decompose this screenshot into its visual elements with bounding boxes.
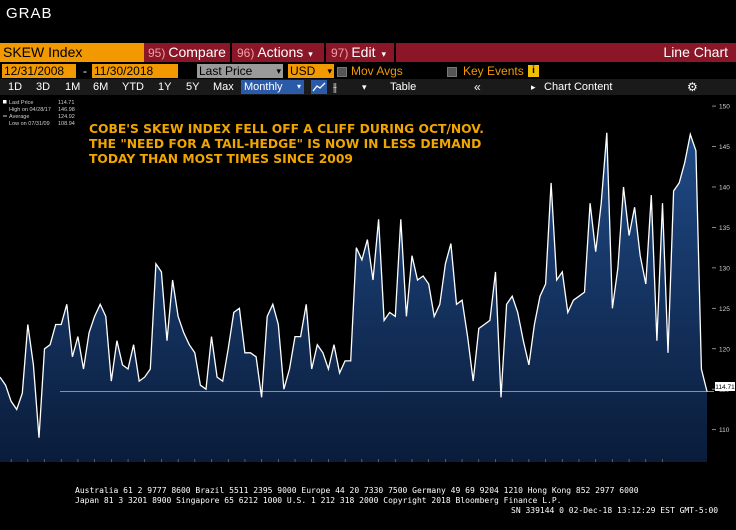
range-1m[interactable]: 1M [65,81,81,93]
legend-average-value: 124.92 [58,114,75,120]
footer-contacts-1: Australia 61 2 9777 8600 Brazil 5511 239… [75,486,639,495]
chart-legend: Last Price 114.71 High on 04/28/17 146.9… [3,100,75,127]
footer-contacts-2: Japan 81 3 3201 8900 Singapore 65 6212 1… [75,496,562,505]
currency-dropdown-icon: ▾ [327,66,332,76]
range-1y[interactable]: 1Y [158,81,172,93]
range-bar [0,79,736,95]
price-field-label: Last Price [199,64,253,78]
y-tick-label: 150 [719,104,730,111]
legend-low-value: 108.94 [58,121,75,127]
legend-low: Low on 07/31/09 [9,121,50,127]
chart-area: 110115120125130135140145150 114.71 Last … [0,96,736,478]
date-range-dash: - [83,64,87,78]
key-events-label: Key Events [463,64,524,78]
compare-button[interactable]: 95) Compare [148,43,226,62]
price-area [0,132,707,463]
currency-select[interactable]: USD ▾ [288,64,334,78]
collapse-icon[interactable]: « [474,80,481,94]
range-1d[interactable]: 1D [8,81,23,93]
compare-label: Compare [168,44,226,60]
legend-last-price-value: 114.71 [58,100,74,106]
chart-content-arrow-icon: ▸ [531,82,536,92]
ticker-field[interactable]: SKEW Index [0,43,144,62]
y-tick-label: 120 [719,346,730,353]
price-dropdown-icon: ▾ [276,66,281,76]
periodicity-select[interactable]: Monthly ▾ [241,80,304,94]
edit-label: Edit [351,44,376,60]
edit-button[interactable]: 97) Edit ▾ [331,43,386,62]
last-price-marker-label: 114.71 [715,384,735,391]
settings-bar [0,63,736,79]
edit-num: 97) [331,46,349,60]
start-date-field[interactable]: 12/31/2008 [2,64,76,78]
range-max[interactable]: Max [213,81,234,93]
range-ytd[interactable]: YTD [122,81,144,93]
grab-label: GRAB [6,5,53,22]
chart-type-label[interactable]: Line Chart [663,44,728,60]
skew-series-line [0,131,708,438]
menu-divider [394,43,396,62]
annotation-line-3: TODAY THAN MOST TIMES SINCE 2009 [89,152,353,166]
price-field-select[interactable]: Last Price ▾ [197,64,283,78]
y-tick-label: 140 [719,184,730,191]
menu-bar [0,43,736,62]
legend-high: High on 04/28/17 [9,107,51,113]
mov-avgs-checkbox[interactable] [337,67,347,77]
gear-icon[interactable]: ⚙ [687,80,698,94]
legend-average: Average [9,114,29,120]
legend-last-price: Last Price [9,100,33,106]
y-tick-label: 135 [719,225,730,232]
y-tick-label: 145 [719,144,730,151]
actions-label: Actions [257,44,304,60]
chart-content-button[interactable]: Chart Content [544,81,613,93]
y-tick-label: 125 [719,306,730,313]
range-3d[interactable]: 3D [36,81,51,93]
info-icon[interactable]: i [528,65,539,77]
actions-dropdown-icon: ▾ [308,49,313,59]
periodicity-dropdown-icon: ▾ [296,82,301,91]
price-chart: 110115120125130135140145150 114.71 Last … [0,100,735,478]
actions-num: 96) [237,46,255,60]
y-tick-label: 110 [719,427,730,434]
compare-num: 95) [148,46,166,60]
end-date-field[interactable]: 11/30/2018 [92,64,178,78]
currency-label: USD [290,64,316,78]
annotation-line-1: COBE'S SKEW INDEX FELL OFF A CLIFF DURIN… [89,122,484,136]
legend-high-value: 146.98 [58,107,75,113]
range-5y[interactable]: 5Y [186,81,200,93]
table-button[interactable]: Table [390,81,417,93]
annotation-text: COBE'S SKEW INDEX FELL OFF A CLIFF DURIN… [89,122,484,166]
periodicity-label: Monthly [244,81,283,93]
footer-session: SN 339144 0 02-Dec-18 13:12:29 EST GMT-5… [511,506,719,515]
key-events-checkbox[interactable] [447,67,457,77]
line-chart-icon[interactable] [311,80,327,94]
range-6m[interactable]: 6M [93,81,109,93]
menu-divider [230,43,232,62]
footer: Australia 61 2 9777 8600 Brazil 5511 239… [0,486,736,516]
y-tick-label: 130 [719,265,730,272]
actions-button[interactable]: 96) Actions ▾ [237,43,313,62]
annotation-line-2: THE "NEED FOR A TAIL-HEDGE" IS NOW IN LE… [89,137,481,151]
style-dropdown-icon[interactable]: ▾ [362,82,367,92]
bar-style-icon[interactable]: ⫲ [333,80,337,94]
edit-dropdown-icon: ▾ [381,49,386,59]
menu-divider [324,43,326,62]
mov-avgs-label: Mov Avgs [351,64,403,78]
last-price-marker: 114.71 [715,382,735,391]
